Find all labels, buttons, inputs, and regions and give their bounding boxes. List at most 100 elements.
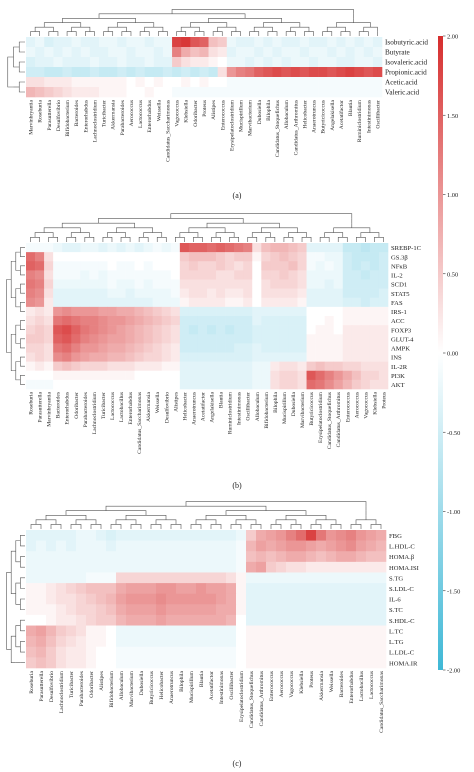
heatmap-cell [296,530,307,541]
heatmap-cell [234,297,244,308]
heatmap-cell [80,77,91,88]
column-label: Odoribacter [89,671,95,698]
heatmap-cell [299,57,310,68]
heatmap-cell [316,593,327,605]
heatmap-cell [96,583,107,594]
column-label: Bilophila [179,670,185,691]
heatmap-cell [99,37,109,48]
heatmap-cell [336,561,347,573]
heatmap-cell [106,530,117,541]
heatmap-cell [276,604,287,616]
heatmap-cell [378,297,389,308]
heatmap-cell [315,334,325,344]
heatmap-cell [36,530,47,541]
heatmap-cell [206,540,217,552]
heatmap-cell [161,261,172,271]
heatmap-cell [279,352,289,362]
heatmap-cell [26,37,36,48]
heatmap-cell [152,297,163,308]
heatmap-cell [134,361,144,372]
heatmap-cell [56,561,67,573]
heatmap-cell [197,288,208,299]
heatmap-cell [234,270,244,280]
heatmap-cell [296,614,307,626]
heatmap-cell [246,657,257,669]
row-label: SCD1 [391,282,407,289]
heatmap-cell [166,572,177,584]
heatmap-cell [89,316,99,326]
heatmap-cell [336,47,346,58]
heatmap-cell [89,47,100,58]
heatmap-cell [62,288,72,299]
heatmap-cell [134,243,144,253]
heatmap-cell [44,379,54,390]
heatmap-cell [86,583,97,594]
heatmap-cell [62,57,72,68]
column-label: Blautia [219,391,225,408]
heatmap-cell [281,67,292,78]
heatmap-cell [261,306,271,317]
heatmap-cell [136,540,147,552]
heatmap-cell [279,334,289,344]
heatmap-cell [197,270,208,280]
heatmap-cell [98,316,108,326]
heatmap-cell [276,614,287,626]
heatmap-cell [217,57,228,68]
heatmap-cell [35,334,45,344]
heatmap-cell [236,540,247,552]
heatmap-cell [346,657,357,669]
heatmap-cell [116,334,126,344]
heatmap-cell [316,625,327,637]
heatmap-cell [261,252,271,262]
heatmap-cell [246,540,257,552]
heatmap-cell [96,530,107,541]
heatmap-cell [336,593,347,605]
heatmap-cell [245,37,255,48]
heatmap-cell [161,343,172,353]
heatmap-cell [378,261,389,271]
heatmap-cell [378,306,389,317]
heatmap-cell [336,540,347,552]
heatmap-cell [206,583,217,594]
heatmap-cell [316,646,327,658]
heatmap-cell [170,279,181,289]
colorbar: 2.001.501.000.500.00-0.50-1.00-1.50-2.00 [438,34,460,675]
heatmap-cell [76,583,87,594]
row-dendrogram [6,535,25,663]
heatmap-cell [46,561,57,573]
heatmap-cell [226,657,237,669]
heatmap-cell [324,352,334,362]
heatmap-cell [62,87,72,98]
heatmap-cell [356,604,367,616]
heatmap-cell [225,261,235,271]
heatmap-cell [36,604,47,616]
heatmap-cell [46,572,57,584]
heatmap-cell [35,361,45,372]
heatmap-cell [252,334,262,344]
heatmap-cell [134,352,144,362]
heatmap-cell [135,77,145,88]
heatmap-cell [89,379,99,390]
heatmap-cell [108,87,118,98]
heatmap-cell [196,614,207,626]
heatmap-cell [346,646,357,658]
heatmap-cell [266,572,277,584]
heatmap-cell [336,37,346,48]
heatmap-cell [288,261,298,271]
heatmap-cell [324,270,334,280]
heatmap-cell [336,614,347,626]
heatmap-cell [80,288,90,299]
heatmap-cell [179,261,190,271]
heatmap-cell [226,561,237,573]
heatmap-cell [176,614,187,626]
heatmap-cell [62,261,72,271]
heatmap-cell [360,270,371,280]
heatmap-cell [134,316,144,326]
heatmap-cell [369,306,380,317]
heatmap-cell [266,583,277,594]
heatmap-cell [166,551,177,563]
heatmap-cell [270,352,280,362]
column-label: Candidatus_Stoquefichus [248,671,255,728]
heatmap-cell [243,343,253,353]
heatmap-cell [170,261,181,271]
